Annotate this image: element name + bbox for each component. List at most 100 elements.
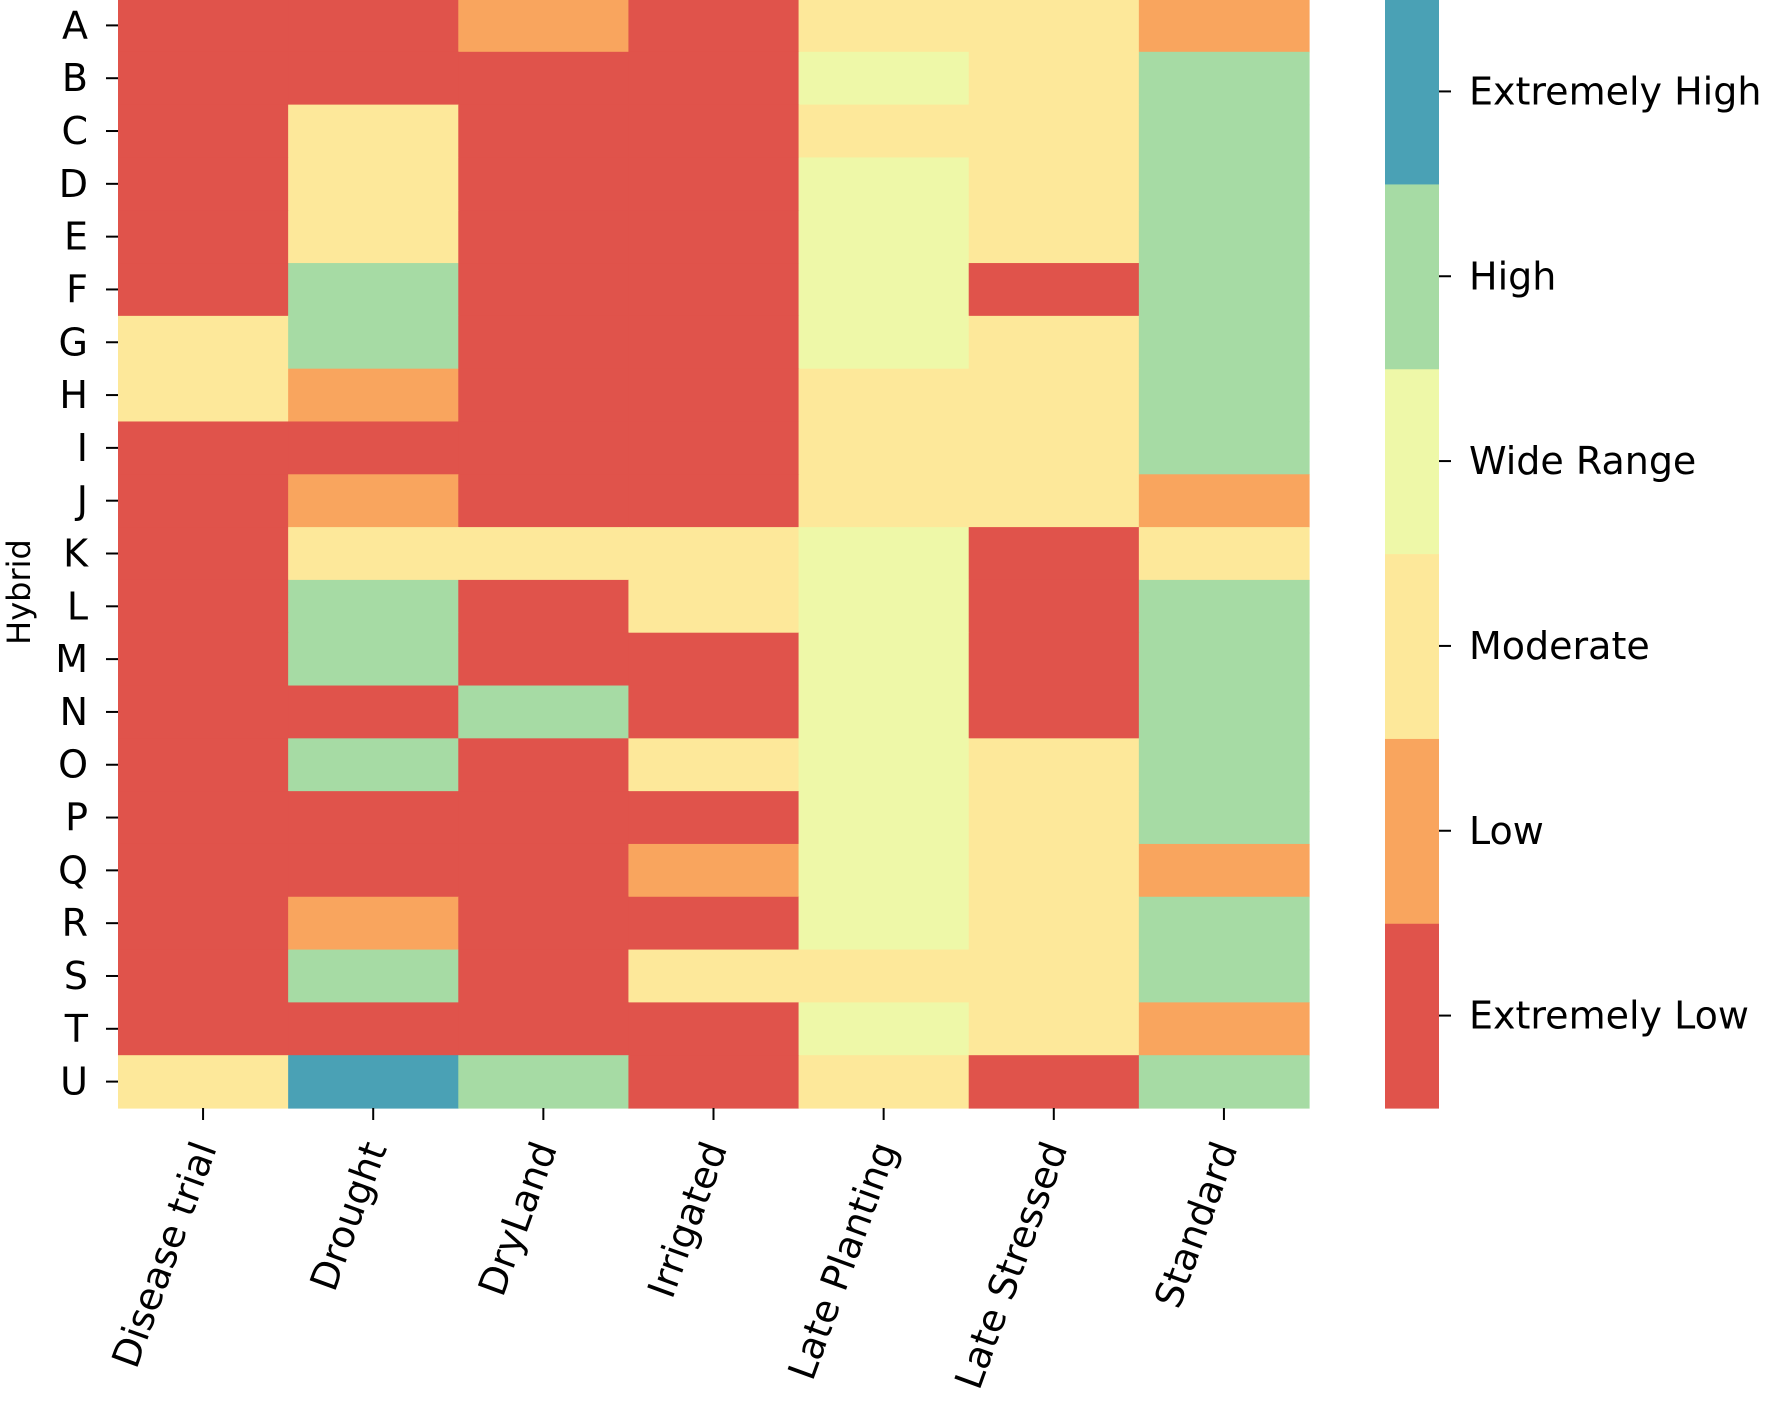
heatmap-cell-P-7 xyxy=(1138,791,1310,845)
heatmap-cell-T-2 xyxy=(288,1002,459,1056)
x-tick-label-drought: Drought xyxy=(301,1136,395,1296)
y-tick-label-O: O xyxy=(58,743,88,787)
heatmap-cell-G-3 xyxy=(458,315,630,370)
heatmap-cell-U-3 xyxy=(458,1055,630,1109)
y-tick-label-K: K xyxy=(63,532,89,576)
x-tick-label-dryland: DryLand xyxy=(470,1136,566,1301)
heatmap-cell-O-4 xyxy=(628,738,800,792)
heatmap-cell-P-4 xyxy=(628,791,800,845)
heatmap-cell-Q-7 xyxy=(1138,843,1310,898)
heatmap-cell-A-4 xyxy=(628,0,800,53)
colorbar-segment-extremely-low xyxy=(1385,923,1439,1109)
heatmap-cell-E-7 xyxy=(1138,210,1310,264)
heatmap-cell-Q-6 xyxy=(968,843,1140,898)
heatmap-cell-Q-1 xyxy=(118,843,289,898)
heatmap-cell-U-6 xyxy=(968,1055,1140,1109)
heatmap-cell-H-7 xyxy=(1138,368,1310,423)
heatmap-cell-S-2 xyxy=(288,949,459,1003)
heatmap-cell-K-2 xyxy=(288,527,459,581)
heatmap-cell-F-5 xyxy=(798,263,970,317)
heatmap-cell-C-5 xyxy=(798,104,970,159)
y-tick-label-N: N xyxy=(60,690,88,734)
heatmap-cell-J-4 xyxy=(628,474,800,528)
heatmap-cell-R-3 xyxy=(458,896,630,951)
colorbar-segment-high xyxy=(1385,183,1439,370)
heatmap-cell-B-1 xyxy=(118,51,289,106)
colorbar-segment-low xyxy=(1385,738,1439,924)
heatmap-cell-T-5 xyxy=(798,1002,970,1056)
heatmap-cell-L-5 xyxy=(798,579,970,634)
heatmap-cell-F-3 xyxy=(458,263,630,317)
colorbar-segment-wide-range xyxy=(1385,368,1439,555)
y-tick-label-T: T xyxy=(64,1007,89,1051)
heatmap-cell-B-2 xyxy=(288,51,459,106)
heatmap-cell-Q-5 xyxy=(798,843,970,898)
heatmap-cell-E-6 xyxy=(968,210,1140,264)
heatmap-cell-R-2 xyxy=(288,896,459,951)
heatmap-cell-F-4 xyxy=(628,263,800,317)
heatmap-cell-I-1 xyxy=(118,421,289,475)
heatmap-cell-H-3 xyxy=(458,368,630,423)
colorbar-segment-moderate xyxy=(1385,553,1439,739)
heatmap-cell-S-3 xyxy=(458,949,630,1003)
heatmap-cell-R-6 xyxy=(968,896,1140,951)
heatmap-cell-T-6 xyxy=(968,1002,1140,1056)
y-tick-label-P: P xyxy=(65,796,88,840)
heatmap-cell-K-4 xyxy=(628,527,800,581)
heatmap-cell-O-2 xyxy=(288,738,459,792)
heatmap-cell-L-1 xyxy=(118,579,289,634)
heatmap-cell-T-1 xyxy=(118,1002,289,1056)
heatmap-cell-B-3 xyxy=(458,51,630,106)
heatmap-cell-E-4 xyxy=(628,210,800,264)
heatmap-cell-K-3 xyxy=(458,527,630,581)
heatmap-cell-N-1 xyxy=(118,685,289,739)
y-tick-label-M: M xyxy=(55,637,88,681)
heatmap-cell-C-2 xyxy=(288,104,459,159)
heatmap-cell-O-3 xyxy=(458,738,630,792)
heatmap-cell-J-3 xyxy=(458,474,630,528)
y-tick-label-U: U xyxy=(60,1060,88,1104)
heatmap-cell-E-1 xyxy=(118,210,289,264)
heatmap-cell-G-5 xyxy=(798,315,970,370)
heatmap-cell-R-1 xyxy=(118,896,289,951)
heatmap-cell-G-4 xyxy=(628,315,800,370)
heatmap-cell-L-7 xyxy=(1138,579,1310,634)
x-axis-ticks: Disease trial Drought DryLand Irrigated Late… xyxy=(103,1108,1246,1395)
heatmap-cell-A-7 xyxy=(1138,0,1310,53)
heatmap-cell-O-1 xyxy=(118,738,289,792)
heatmap-cell-S-5 xyxy=(798,949,970,1003)
y-tick-label-Q: Q xyxy=(58,848,88,892)
colorbar-segment-extremely-high xyxy=(1385,0,1439,185)
colorbar-label-moderate: Moderate xyxy=(1469,624,1650,668)
heatmap-cell-R-4 xyxy=(628,896,800,951)
colorbar-label-low: Low xyxy=(1469,809,1544,853)
x-tick-label-late-stressed: Late Stressed xyxy=(946,1136,1076,1395)
heatmap-cell-N-2 xyxy=(288,685,459,739)
heatmap-cell-K-5 xyxy=(798,527,970,581)
x-tick-label-disease-trial: Disease trial xyxy=(103,1136,225,1373)
heatmap-cell-E-3 xyxy=(458,210,630,264)
heatmap-cell-P-6 xyxy=(968,791,1140,845)
heatmap-cell-N-3 xyxy=(458,685,630,739)
heatmap-cell-M-3 xyxy=(458,632,630,687)
heatmap-cell-D-1 xyxy=(118,157,289,211)
y-tick-label-F: F xyxy=(66,267,88,311)
heatmap-cell-T-7 xyxy=(1138,1002,1310,1056)
heatmap-cell-L-6 xyxy=(968,579,1140,634)
heatmap-cell-B-4 xyxy=(628,51,800,106)
heatmap-cell-T-3 xyxy=(458,1002,630,1056)
heatmap-cell-P-2 xyxy=(288,791,459,845)
heatmap-cell-C-7 xyxy=(1138,104,1310,159)
heatmap-cell-G-6 xyxy=(968,315,1140,370)
heatmap-cell-L-4 xyxy=(628,579,800,634)
heatmap-cell-S-7 xyxy=(1138,949,1310,1003)
y-axis-label: Hybrid xyxy=(0,539,38,645)
heatmap-cell-I-6 xyxy=(968,421,1140,475)
x-tick-label-irrigated: Irrigated xyxy=(639,1136,736,1303)
heatmap-cell-A-6 xyxy=(968,0,1140,53)
heatmap-cell-R-7 xyxy=(1138,896,1310,951)
heatmap-cell-U-4 xyxy=(628,1055,800,1109)
heatmap-cell-M-7 xyxy=(1138,632,1310,687)
heatmap-cell-H-6 xyxy=(968,368,1140,423)
